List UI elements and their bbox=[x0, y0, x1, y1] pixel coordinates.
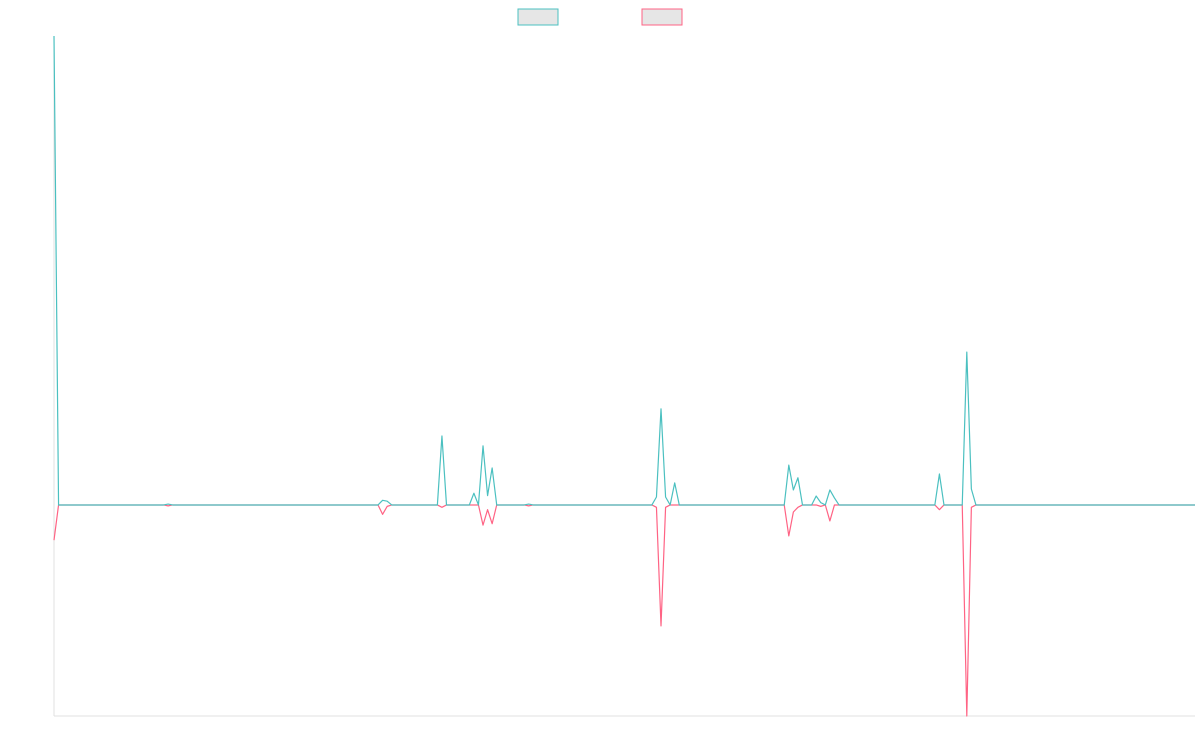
legend-swatch bbox=[641, 8, 683, 26]
legend-swatch bbox=[517, 8, 559, 26]
series-line bbox=[53, 504, 1195, 717]
series-line bbox=[53, 35, 1195, 506]
